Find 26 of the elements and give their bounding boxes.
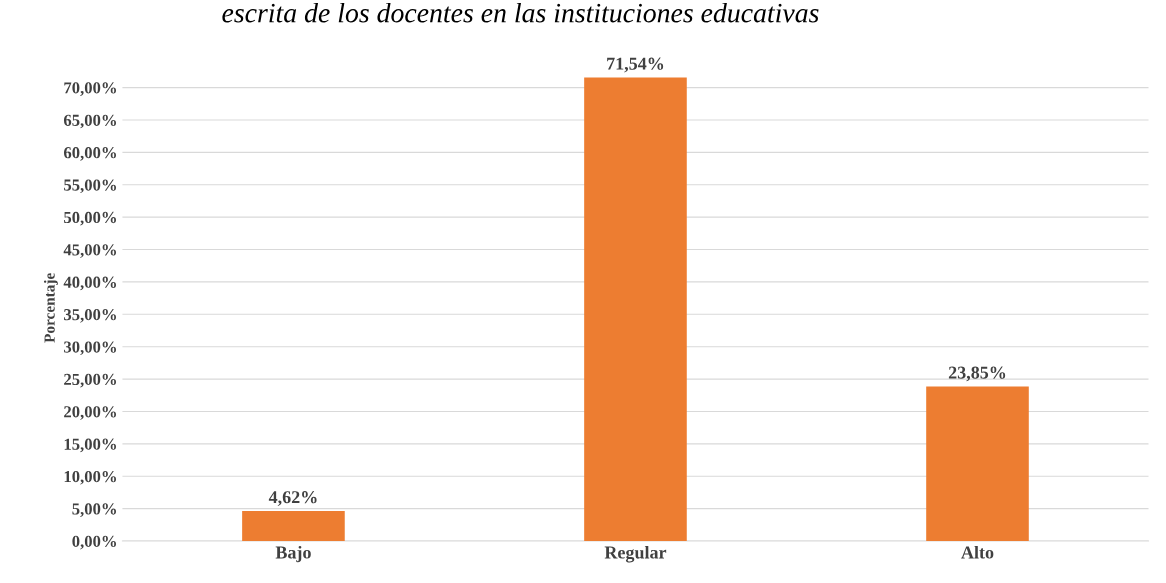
- y-axis-title: Porcentaje: [43, 273, 58, 343]
- y-tick-label: 45,00%: [63, 244, 117, 258]
- y-tick-label: 65,00%: [63, 114, 117, 129]
- x-tick-label: Bajo: [275, 545, 311, 563]
- data-label: 23,85%: [948, 366, 1006, 382]
- x-tick-label: Alto: [961, 545, 994, 559]
- y-tick-label: 10,00%: [64, 470, 117, 485]
- y-tick-label: 25,00%: [64, 373, 117, 388]
- chart-title: escrita de los docentes en las instituciones educativas: [222, 2, 819, 23]
- y-tick-label: 55,00%: [64, 179, 117, 194]
- x-tick-label: Regular: [604, 545, 667, 563]
- bar: [926, 386, 1029, 542]
- y-tick-label: 15,00%: [64, 438, 117, 453]
- data-label: 71,54%: [607, 57, 664, 73]
- y-tick-label: 40,00%: [63, 276, 117, 291]
- y-tick-label: 50,00%: [64, 211, 117, 226]
- bar: [242, 511, 345, 542]
- y-tick-label: 5,00%: [72, 503, 117, 517]
- y-tick-label: 0,00%: [72, 535, 117, 550]
- y-tick-label: 35,00%: [64, 309, 117, 323]
- y-tick-label: 20,00%: [64, 406, 117, 420]
- y-tick-label: 30,00%: [64, 341, 117, 356]
- y-tick-label: 70,00%: [64, 82, 117, 96]
- y-tick-label: 60,00%: [63, 147, 117, 161]
- bar: [584, 77, 687, 542]
- data-label: 4,62%: [268, 491, 317, 506]
